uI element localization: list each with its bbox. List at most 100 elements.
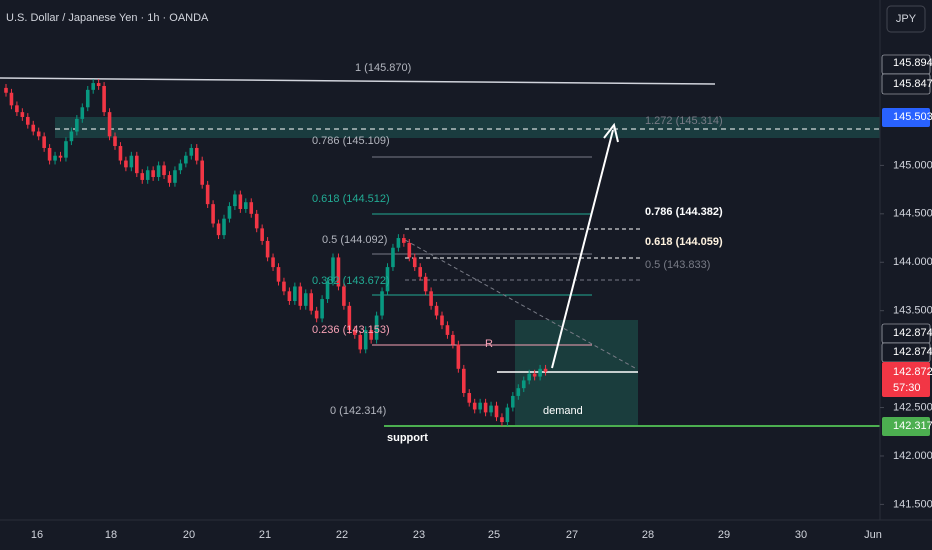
candle-body [233, 194, 237, 207]
candle-body [69, 131, 74, 142]
time-label: Jun [864, 529, 882, 541]
time-label: 29 [718, 529, 730, 541]
candle-body [314, 310, 319, 319]
candle-body [320, 299, 324, 319]
candle-body [211, 204, 215, 224]
candle-body [129, 155, 134, 168]
candle-body [429, 291, 433, 306]
candle-body [156, 165, 161, 178]
candle-body [374, 315, 379, 340]
price-tag-label: 142.874 [893, 346, 932, 358]
candle-body [205, 184, 210, 205]
fib-label: 0.5 (143.833) [645, 259, 710, 271]
candle-body [47, 147, 52, 161]
candle-body [276, 267, 281, 282]
candle-body [396, 238, 401, 248]
diagonal [404, 239, 636, 369]
candle-body [184, 155, 188, 164]
candle-body [391, 247, 395, 268]
candle-body [254, 213, 259, 229]
candle-body [402, 238, 406, 243]
candle-body [194, 147, 199, 161]
price-tag-label: 145.503 [893, 111, 932, 123]
candle-body [260, 228, 264, 241]
candle-body [4, 87, 8, 93]
candle-body [135, 155, 139, 174]
candle-body [298, 286, 303, 306]
candle-body [85, 89, 90, 108]
candle-body [342, 286, 346, 306]
candle-body [58, 155, 63, 158]
support-label: support [387, 432, 428, 444]
price-tag-label: 145.894 [893, 57, 932, 69]
price-tick-label: 144.000 [893, 256, 932, 268]
fib-label: 1 (145.870) [355, 62, 411, 74]
candle-body [64, 141, 68, 158]
candle-body [26, 116, 30, 125]
price-tick-label: 142.500 [893, 401, 932, 413]
time-label: 16 [31, 529, 43, 541]
candle-body [451, 334, 455, 345]
candle-body [31, 124, 36, 132]
candles [4, 79, 548, 426]
candle-body [489, 405, 493, 413]
candle-body [118, 146, 123, 161]
candle-body [53, 155, 57, 161]
fib-label: 0.382 (143.672) [312, 275, 390, 287]
price-tag [882, 108, 930, 127]
candle-body [407, 242, 412, 258]
arrow [551, 129, 614, 369]
candle-body [20, 112, 25, 117]
candle-body [331, 257, 335, 282]
price-tick-label: 143.500 [893, 305, 932, 317]
candle-body [434, 305, 439, 316]
candle-body [282, 281, 286, 292]
currency-label[interactable]: JPY [896, 13, 917, 25]
candle-body [511, 395, 515, 408]
candle-body [380, 291, 384, 316]
time-label: 23 [413, 529, 425, 541]
price-tag [882, 362, 930, 397]
candle-body [418, 267, 422, 277]
candle-body [102, 85, 106, 113]
time-label: 20 [183, 529, 195, 541]
candle-body [527, 373, 531, 381]
candle-body [107, 112, 112, 137]
candle-body [124, 160, 128, 168]
candle-body [271, 257, 275, 268]
candle-body [385, 267, 390, 292]
candle-body [353, 330, 357, 335]
candle-body [445, 325, 450, 335]
candle-body [516, 388, 521, 396]
time-label: 18 [105, 529, 117, 541]
price-tick-label: 141.500 [893, 498, 932, 510]
candle-body [151, 170, 155, 178]
currency-button[interactable] [886, 5, 926, 33]
candle-body [238, 194, 243, 209]
candle-body [543, 368, 548, 372]
candle-body [325, 281, 330, 300]
candle-body [173, 170, 177, 183]
trend-line [0, 77, 716, 85]
fib-label: 1.272 (145.314) [645, 115, 723, 127]
price-tag-label: 57:30 [893, 382, 921, 394]
candle-body [227, 206, 232, 219]
title: U.S. Dollar / Japanese Yen · 1h · OANDA [6, 12, 209, 24]
candle-body [440, 315, 444, 326]
candle-body [521, 380, 526, 389]
price-tick-label: 145.000 [893, 159, 932, 171]
candle-body [532, 373, 537, 377]
fib-label: 0.5 (144.092) [322, 234, 387, 246]
price-tag [882, 417, 930, 436]
candle-body [500, 417, 504, 423]
candle-body [505, 407, 510, 423]
price-tag-label: 142.874 [893, 327, 932, 339]
price-tick-label: 142.000 [893, 450, 932, 462]
candle-body [287, 291, 292, 301]
candle-body [189, 147, 194, 156]
candle-body [494, 405, 499, 418]
price-tag-label: 142.317 [893, 420, 932, 432]
price-tag [881, 73, 931, 95]
